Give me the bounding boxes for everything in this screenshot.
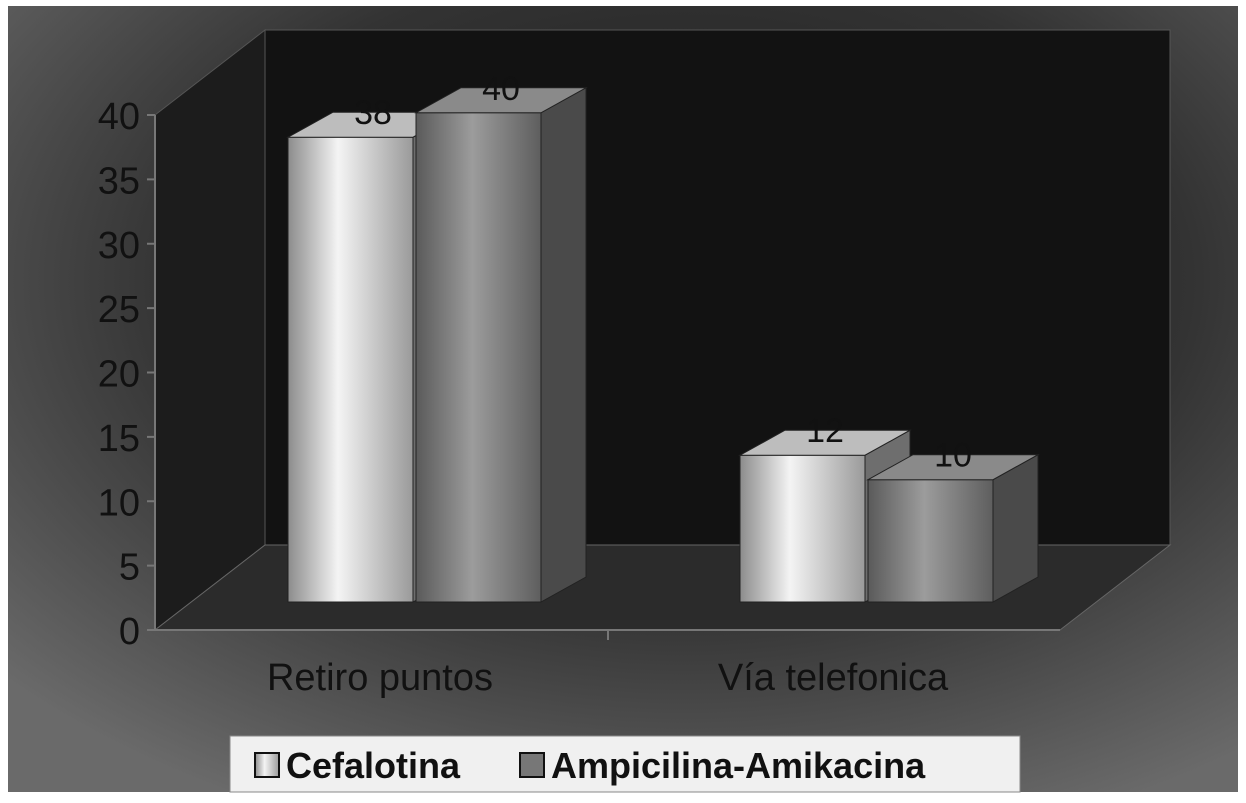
- legend-box: [229, 735, 1021, 793]
- data-label: 10: [934, 437, 972, 475]
- y-tick-label: 40: [98, 96, 140, 138]
- y-tick-label: 10: [98, 482, 140, 524]
- bar-top-face: [866, 454, 1040, 481]
- legend-label-ampicilina-amikacina: Ampicilina-Amikacina: [551, 745, 926, 786]
- x-axis-ticks: Retiro puntos Vía telefonica: [267, 630, 949, 699]
- y-axis-ticks: 0 5 10 15 20 25 30 35 40: [98, 96, 155, 653]
- bar-top-face: [414, 87, 588, 114]
- legend-swatch-cefalotina: [254, 752, 280, 778]
- bar-1-1: 10: [866, 437, 1040, 603]
- bar-front-face: [287, 136, 414, 603]
- y-tick-label: 30: [98, 225, 140, 267]
- bar-top-face: [738, 429, 912, 456]
- bar-0-1: 40: [414, 70, 588, 603]
- bar-side-face: [992, 453, 1039, 603]
- y-tick-label: 5: [119, 547, 140, 589]
- data-label: 38: [354, 94, 392, 132]
- legend: Cefalotina Ampicilina-Amikacina: [229, 735, 1021, 793]
- x-tick-label: Retiro puntos: [267, 657, 493, 699]
- bars-layer: 38 40 12 10: [286, 70, 1040, 603]
- legend-label-cefalotina: Cefalotina: [286, 745, 461, 786]
- data-label: 40: [482, 70, 520, 108]
- data-label: 12: [806, 412, 844, 450]
- x-tick-label: Vía telefonica: [718, 657, 949, 699]
- bar-side-face: [540, 86, 587, 603]
- plot-side-wall: [154, 28, 266, 632]
- y-tick-label: 25: [98, 289, 140, 331]
- bar-front-face: [867, 479, 994, 603]
- y-tick-label: 15: [98, 418, 140, 460]
- y-tick-label: 0: [119, 611, 140, 653]
- y-tick-label: 35: [98, 160, 140, 202]
- bar-front-face: [415, 112, 542, 603]
- y-tick-label: 20: [98, 354, 140, 396]
- legend-swatch-ampicilina-amikacina: [519, 752, 545, 778]
- bar-front-face: [739, 454, 866, 603]
